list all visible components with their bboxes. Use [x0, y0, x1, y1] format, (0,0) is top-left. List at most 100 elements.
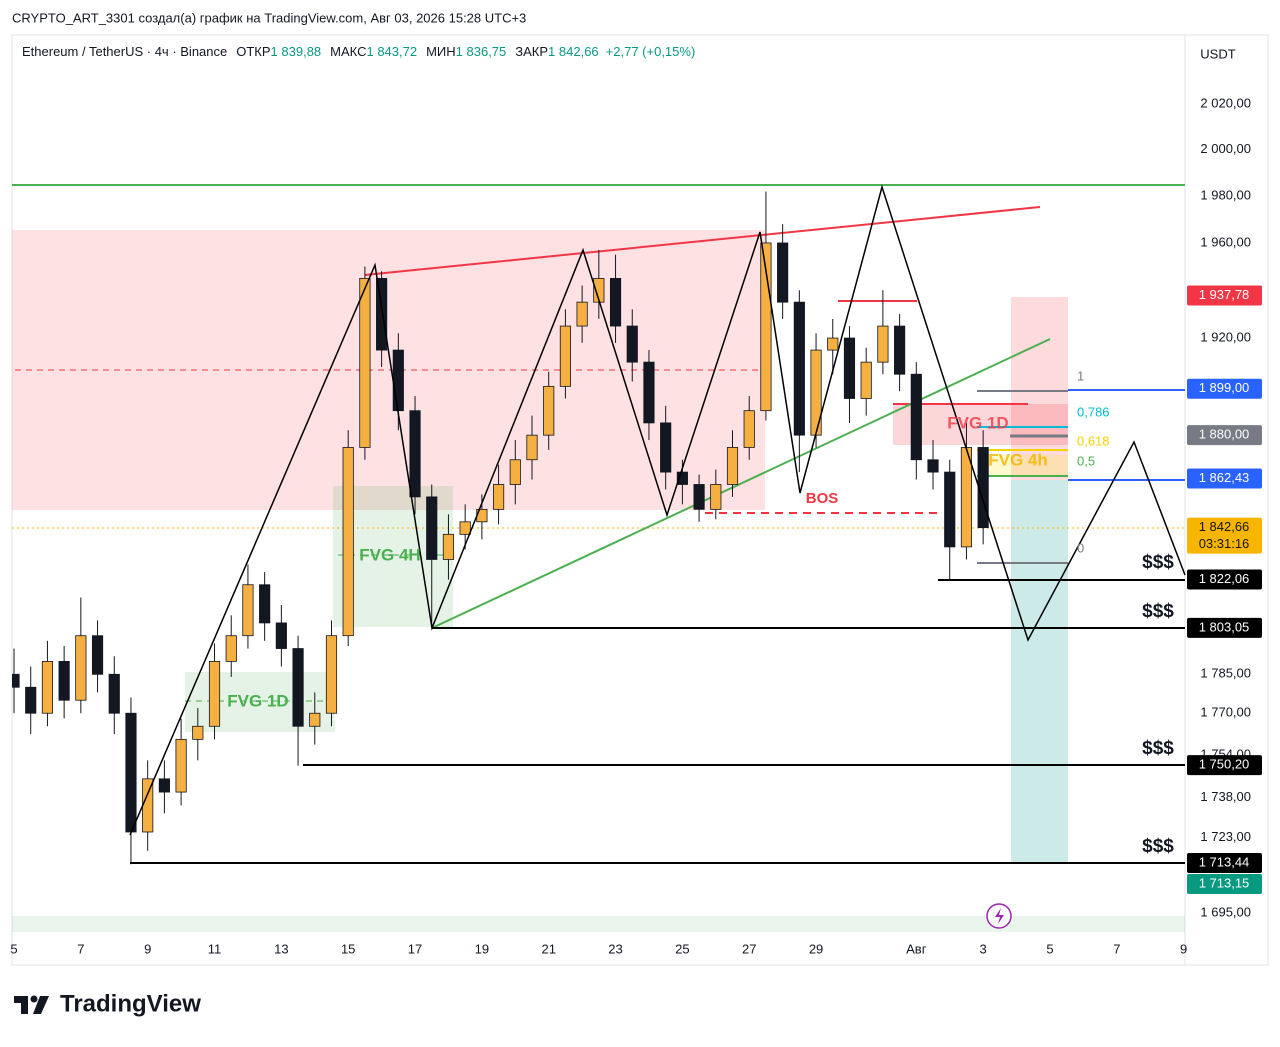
candle-body: [509, 459, 521, 485]
candle-body: [743, 410, 755, 448]
y-tick-label: 1 770,00: [1200, 705, 1251, 720]
candle-body: [259, 584, 271, 624]
fib-label: 0,618: [1077, 433, 1110, 448]
x-tick-label: 5: [1046, 941, 1053, 956]
candle-body: [559, 325, 571, 387]
ohlc-label: ЗАКР: [515, 44, 548, 59]
candle-body: [292, 648, 304, 727]
candle-body: [175, 738, 187, 793]
candle-body: [192, 725, 204, 740]
x-tick-label: 3: [980, 941, 987, 956]
x-tick-label: 23: [608, 941, 622, 956]
candle-body: [894, 325, 906, 375]
price-badge: [1187, 755, 1262, 776]
x-tick-label: 29: [809, 941, 823, 956]
candle-body: [827, 337, 839, 351]
price-badge-label: 1 880,00: [1199, 427, 1250, 442]
candle-body: [877, 325, 889, 363]
x-tick-label: 15: [341, 941, 355, 956]
y-tick-label: 1 738,00: [1200, 789, 1251, 804]
price-badge: [1187, 468, 1262, 489]
alert-icon-bolt: [995, 908, 1004, 924]
price-badge: [1187, 378, 1262, 399]
annotation: FVG 4h: [988, 450, 1048, 469]
candle-body: [927, 459, 939, 473]
price-badge: [1187, 569, 1262, 590]
candle-body: [242, 584, 254, 637]
candle-body: [793, 301, 805, 436]
y-tick-label: 1 980,00: [1200, 188, 1251, 203]
x-tick-label: 9: [144, 941, 151, 956]
x-tick-label: 9: [1180, 941, 1187, 956]
liquidity-label: $$$: [1142, 552, 1174, 573]
candles: [12, 191, 989, 865]
fvg-4h-right-zone: [978, 455, 1068, 475]
legend: Ethereum / TetherUS · 4ч · Binance ОТКР1 …: [22, 44, 695, 59]
price-badge-label: 1 803,05: [1199, 619, 1250, 634]
trendline-top: [364, 206, 1041, 276]
x-tick-label: 11: [208, 941, 222, 956]
price-badge-label: 1 842,66: [1199, 519, 1250, 534]
x-tick-label: 7: [1113, 941, 1120, 956]
liquidity-label: $$$: [1142, 836, 1174, 857]
candle-body: [442, 533, 455, 560]
logo-text: TradingView: [60, 990, 201, 1017]
candle-body: [12, 673, 20, 688]
logo-icon: [14, 995, 49, 1014]
fvg-1d-right-zone: [893, 404, 1068, 445]
candle-body: [325, 635, 338, 714]
x-tick-label: 13: [274, 941, 288, 956]
ohlc-label: ОТКР: [236, 44, 270, 59]
price-badge: [1187, 425, 1262, 446]
price-badge-label: 1 899,00: [1199, 380, 1250, 395]
x-tick-label: 19: [475, 941, 489, 956]
bottom-band: [12, 916, 1185, 932]
candle-body: [576, 301, 588, 327]
y-tick-label: 1 960,00: [1200, 234, 1251, 249]
price-badge: [1187, 853, 1262, 874]
chart-frame: [11, 34, 1269, 966]
candle-body: [426, 496, 438, 560]
candle-body: [91, 635, 104, 675]
x-tick-label: 21: [541, 941, 555, 956]
candle-body: [25, 686, 37, 714]
candle-body: [75, 635, 87, 701]
candle-body: [944, 471, 956, 548]
price-badge-label: 1 713,15: [1199, 875, 1250, 890]
candle-body: [660, 422, 672, 473]
price-badge-countdown: 03:31:16: [1199, 536, 1250, 551]
candle-body: [860, 361, 872, 399]
price-badge: [1187, 517, 1262, 554]
candle-body: [693, 484, 705, 510]
y-tick-label: 2 000,00: [1200, 141, 1251, 156]
candle-body: [626, 325, 638, 363]
candle-body: [359, 277, 371, 448]
price-badge-label: 1 822,06: [1199, 571, 1250, 586]
candle-body: [459, 521, 471, 535]
drawings: [12, 184, 1185, 932]
candle-body: [158, 778, 170, 793]
candle-body: [843, 337, 856, 399]
candle-body: [125, 712, 137, 833]
zigzag-projection: [129, 184, 1186, 836]
candle-body: [342, 447, 354, 637]
candle-body: [526, 434, 538, 461]
candle-body: [543, 385, 555, 436]
attribution: CRYPTO_ART_3301 создал(а) график на Trad…: [12, 10, 526, 25]
ohlc-value: 1 839,88: [271, 44, 322, 59]
candle-body: [777, 242, 789, 303]
price-badge: [1187, 285, 1262, 306]
candle-body: [275, 622, 287, 649]
x-tick-label: 7: [77, 941, 84, 956]
candle-body: [409, 410, 421, 498]
ohlc-value: 1 836,75: [456, 44, 507, 59]
ohlc-label: МАКС: [330, 44, 366, 59]
candle-body: [309, 712, 321, 727]
candle-body: [609, 277, 622, 327]
x-tick-label: 25: [675, 941, 689, 956]
candle-body: [726, 447, 739, 485]
candle-body: [58, 661, 70, 701]
candle-body: [910, 373, 922, 461]
candle-body: [710, 484, 722, 510]
